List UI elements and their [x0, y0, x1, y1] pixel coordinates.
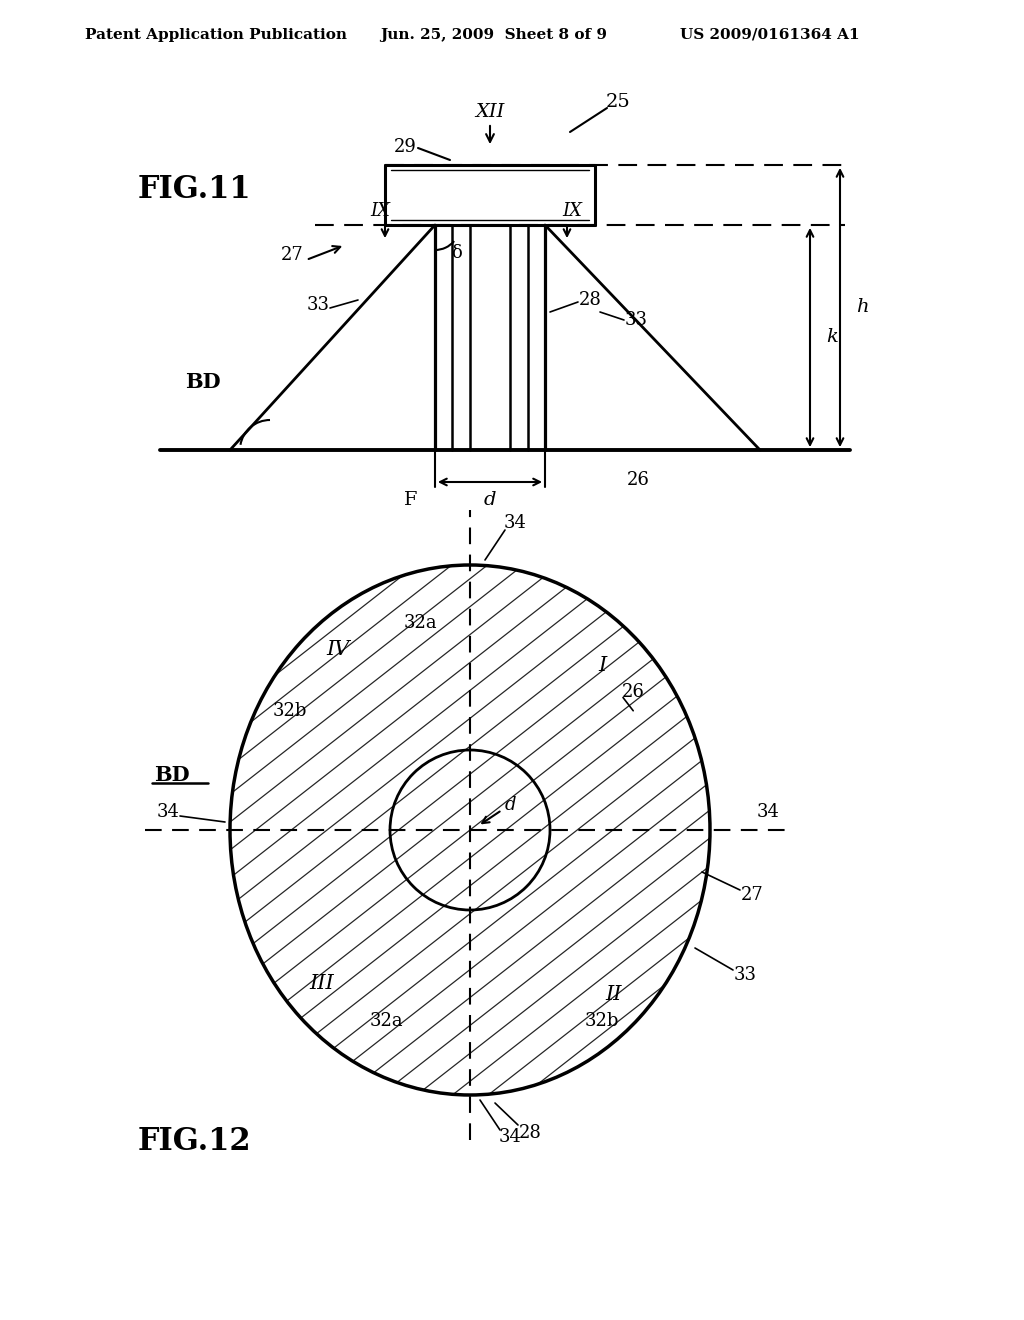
Text: I: I	[598, 656, 606, 676]
Text: II: II	[606, 985, 623, 1003]
Text: IV: IV	[327, 640, 349, 659]
Text: US 2009/0161364 A1: US 2009/0161364 A1	[680, 28, 859, 42]
Text: 29: 29	[393, 139, 417, 156]
Text: 32b: 32b	[585, 1012, 620, 1030]
Text: 28: 28	[579, 290, 601, 309]
Text: 26: 26	[627, 471, 649, 488]
Text: 34: 34	[157, 803, 179, 821]
Text: IX: IX	[562, 202, 582, 220]
Text: 33: 33	[306, 296, 330, 314]
Text: F: F	[403, 491, 417, 510]
Text: IX: IX	[370, 202, 390, 220]
Text: δ: δ	[452, 244, 463, 261]
Text: 26: 26	[622, 684, 644, 701]
Text: 33: 33	[625, 312, 647, 329]
Text: BD: BD	[185, 372, 220, 392]
Text: 34: 34	[504, 513, 526, 532]
Text: III: III	[309, 974, 334, 993]
Text: Jun. 25, 2009  Sheet 8 of 9: Jun. 25, 2009 Sheet 8 of 9	[380, 28, 607, 42]
Text: 32a: 32a	[403, 614, 437, 632]
Text: FIG.12: FIG.12	[138, 1126, 252, 1158]
Text: 34: 34	[499, 1129, 521, 1146]
Text: Patent Application Publication: Patent Application Publication	[85, 28, 347, 42]
Text: 27: 27	[281, 246, 303, 264]
Text: 25: 25	[605, 92, 631, 111]
Text: 28: 28	[518, 1125, 542, 1142]
Text: 32b: 32b	[272, 702, 307, 719]
Text: k: k	[826, 329, 838, 346]
Text: d: d	[504, 796, 516, 814]
Text: 27: 27	[740, 886, 763, 904]
Text: 33: 33	[733, 966, 757, 983]
Text: FIG.11: FIG.11	[138, 174, 252, 206]
Text: XII: XII	[475, 103, 505, 121]
Text: BD: BD	[155, 766, 190, 785]
Text: 34: 34	[757, 803, 779, 821]
Text: 32a: 32a	[370, 1012, 402, 1030]
Text: d: d	[483, 491, 497, 510]
Text: h: h	[856, 298, 868, 317]
